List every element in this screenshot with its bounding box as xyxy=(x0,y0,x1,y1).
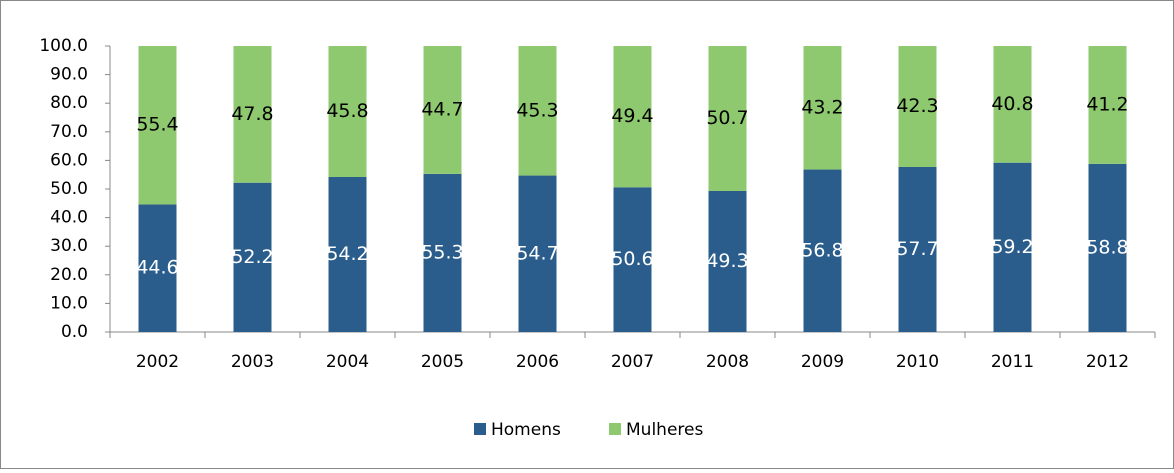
y-tick-label: 30.0 xyxy=(50,236,88,256)
bar-segment xyxy=(708,191,747,332)
data-label: 45.8 xyxy=(326,100,368,122)
data-label: 41.2 xyxy=(1086,93,1128,115)
x-tick-label: 2002 xyxy=(136,352,179,372)
bar-segment xyxy=(898,166,937,332)
x-tick-label: 2003 xyxy=(231,352,274,372)
bar-segment xyxy=(613,187,652,332)
x-tick-label: 2005 xyxy=(421,352,464,372)
bar-segment xyxy=(1088,46,1127,164)
legend-swatch xyxy=(609,423,621,435)
x-tick-label: 2007 xyxy=(611,352,654,372)
data-label: 54.7 xyxy=(516,242,558,264)
data-label: 54.2 xyxy=(326,243,368,265)
x-tick-label: 2006 xyxy=(516,352,559,372)
y-tick-label: 60.0 xyxy=(50,150,88,170)
bar-segment xyxy=(613,46,652,188)
bar-segment xyxy=(423,46,462,174)
data-label: 57.7 xyxy=(896,238,938,260)
bar-segment xyxy=(328,176,367,332)
data-label: 45.3 xyxy=(516,99,558,121)
bar-segment xyxy=(518,46,557,176)
data-label: 55.4 xyxy=(136,114,178,136)
bar-segment xyxy=(803,46,842,170)
bar-segment xyxy=(518,175,557,332)
data-label: 55.3 xyxy=(421,241,463,263)
bar-segment xyxy=(1088,163,1127,332)
y-tick-label: 70.0 xyxy=(50,122,88,142)
bar-segment xyxy=(993,46,1032,163)
data-label: 47.8 xyxy=(231,103,273,125)
y-tick-label: 20.0 xyxy=(50,265,88,285)
legend-swatch xyxy=(474,423,486,435)
data-label: 42.3 xyxy=(896,95,938,117)
bar-segment xyxy=(233,182,272,332)
data-label: 49.3 xyxy=(706,250,748,272)
data-label: 59.2 xyxy=(991,236,1033,258)
data-label: 50.7 xyxy=(706,107,748,129)
y-tick-label: 90.0 xyxy=(50,65,88,85)
data-label: 44.6 xyxy=(136,257,178,279)
legend-label: Homens xyxy=(491,420,561,440)
bar-segment xyxy=(898,46,937,167)
data-label: 58.8 xyxy=(1086,236,1128,258)
x-tick-label: 2012 xyxy=(1086,352,1129,372)
bar-segment xyxy=(803,169,842,332)
bar-segment xyxy=(423,173,462,332)
bar-segment xyxy=(233,46,272,183)
x-tick-label: 2008 xyxy=(706,352,749,372)
x-tick-label: 2009 xyxy=(801,352,844,372)
y-tick-label: 100.0 xyxy=(39,36,88,56)
data-label: 44.7 xyxy=(421,98,463,120)
y-tick-label: 80.0 xyxy=(50,93,88,113)
y-tick-label: 50.0 xyxy=(50,179,88,199)
bar-segment xyxy=(138,46,177,205)
data-label: 56.8 xyxy=(801,239,843,261)
data-label: 52.2 xyxy=(231,246,273,268)
data-label: 43.2 xyxy=(801,96,843,118)
bar-segment xyxy=(328,46,367,177)
y-tick-label: 0.0 xyxy=(61,322,88,342)
bar-segment xyxy=(708,46,747,192)
x-tick-label: 2010 xyxy=(896,352,939,372)
data-label: 40.8 xyxy=(991,93,1033,115)
data-label: 49.4 xyxy=(611,105,653,127)
x-tick-label: 2004 xyxy=(326,352,369,372)
x-tick-label: 2011 xyxy=(991,352,1034,372)
y-tick-label: 10.0 xyxy=(50,293,88,313)
data-label: 50.6 xyxy=(611,248,653,270)
legend-label: Mulheres xyxy=(626,420,703,440)
bar-segment xyxy=(993,162,1032,332)
y-tick-label: 40.0 xyxy=(50,208,88,228)
bar-segment xyxy=(138,204,177,332)
